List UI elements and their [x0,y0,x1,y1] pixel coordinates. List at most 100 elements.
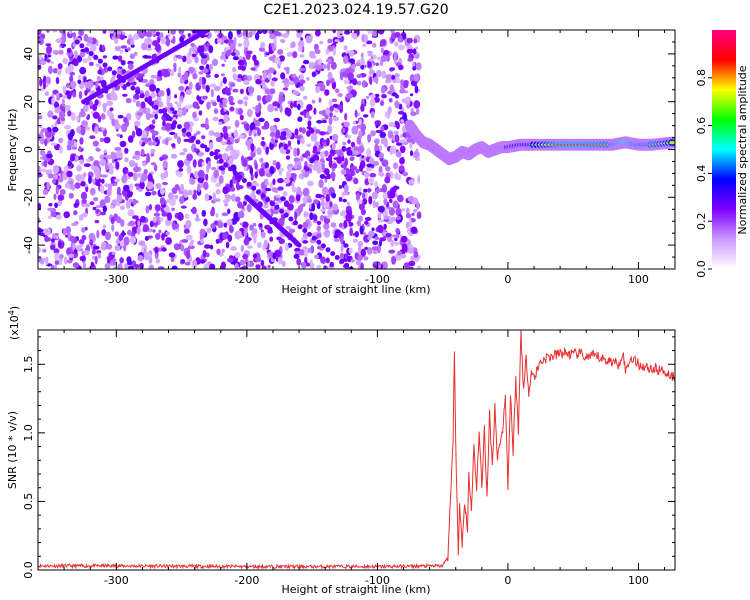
noise-speckle [87,113,91,120]
noise-speckle [367,30,373,35]
noise-speckle [324,89,330,96]
noise-speckle [239,114,244,121]
noise-speckle [208,130,215,136]
noise-speckle [280,72,286,80]
colorbar-tick-label: 0.8 [695,69,708,87]
noise-speckle [302,221,308,229]
noise-streak [246,181,252,187]
noise-speckle [385,166,391,172]
noise-speckle [75,174,83,182]
noise-speckle [292,51,298,59]
noise-speckle [114,38,119,44]
noise-speckle [110,216,115,225]
noise-speckle [416,211,422,219]
noise-streak [255,189,261,195]
noise-speckle [188,47,192,57]
noise-speckle [154,246,159,254]
noise-speckle [396,142,403,146]
noise-speckle [192,159,197,168]
noise-speckle [165,237,173,245]
noise-speckle [371,227,375,232]
noise-speckle [61,98,65,105]
noise-speckle [59,36,66,45]
noise-speckle [258,47,266,52]
noise-streak [135,89,141,95]
noise-streak [223,162,229,168]
noise-speckle [54,202,58,209]
noise-speckle [198,71,204,75]
noise-speckle [203,181,209,190]
noise-speckle [86,36,93,45]
noise-streak [144,97,150,103]
noise-speckle [282,87,289,91]
noise-speckle [387,106,392,115]
noise-speckle [168,252,175,258]
noise-speckle [374,93,380,98]
noise-speckle [62,85,67,94]
noise-speckle [122,83,127,91]
noise-speckle [408,260,416,267]
noise-speckle [394,237,398,242]
noise-speckle [56,67,62,76]
noise-speckle [230,52,236,56]
noise-speckle [333,238,340,242]
noise-speckle [187,189,193,196]
noise-speckle [65,226,72,234]
noise-speckle [320,64,328,70]
noise-speckle [82,104,89,113]
noise-speckle [267,264,271,269]
noise-speckle [399,139,406,144]
noise-speckle [299,111,306,116]
noise-speckle [282,191,288,197]
noise-speckle [322,119,327,124]
noise-speckle [300,155,304,162]
noise-speckle [201,135,206,140]
noise-speckle [315,64,322,71]
noise-speckle [299,203,304,213]
noise-speckle [38,247,41,254]
noise-speckle [372,42,377,48]
noise-speckle [234,119,240,128]
noise-speckle [116,195,123,203]
noise-speckle [395,227,400,234]
noise-speckle [58,137,64,144]
noise-speckle [269,131,276,138]
noise-speckle [171,143,176,148]
noise-speckle [137,188,143,192]
noise-speckle [414,85,419,94]
noise-speckle [138,30,146,39]
noise-speckle [359,57,366,66]
noise-speckle [261,125,268,130]
noise-speckle [159,156,164,161]
noise-speckle [366,95,370,100]
noise-speckle [280,38,286,44]
noise-speckle [106,100,113,106]
noise-speckle [72,92,77,98]
noise-speckle [362,43,367,47]
noise-speckle [46,153,53,159]
noise-speckle [245,123,250,131]
noise-speckle [338,196,343,202]
noise-speckle [255,78,262,85]
noise-speckle [402,171,408,177]
noise-streak [214,154,219,160]
noise-speckle [185,219,192,229]
noise-speckle [221,63,225,67]
noise-speckle [243,79,250,86]
noise-speckle [341,127,346,134]
noise-speckle [83,172,87,177]
noise-speckle [382,192,388,200]
noise-speckle [260,140,266,147]
noise-speckle [265,146,269,155]
noise-speckle [178,86,185,91]
noise-speckle [223,222,228,228]
noise-speckle [234,262,239,269]
noise-speckle [243,38,250,48]
noise-speckle [374,236,380,241]
noise-speckle [65,66,70,75]
noise-speckle [406,37,413,44]
noise-speckle [136,226,141,235]
noise-speckle [145,31,153,38]
noise-speckle [278,255,283,265]
noise-speckle [67,139,74,147]
